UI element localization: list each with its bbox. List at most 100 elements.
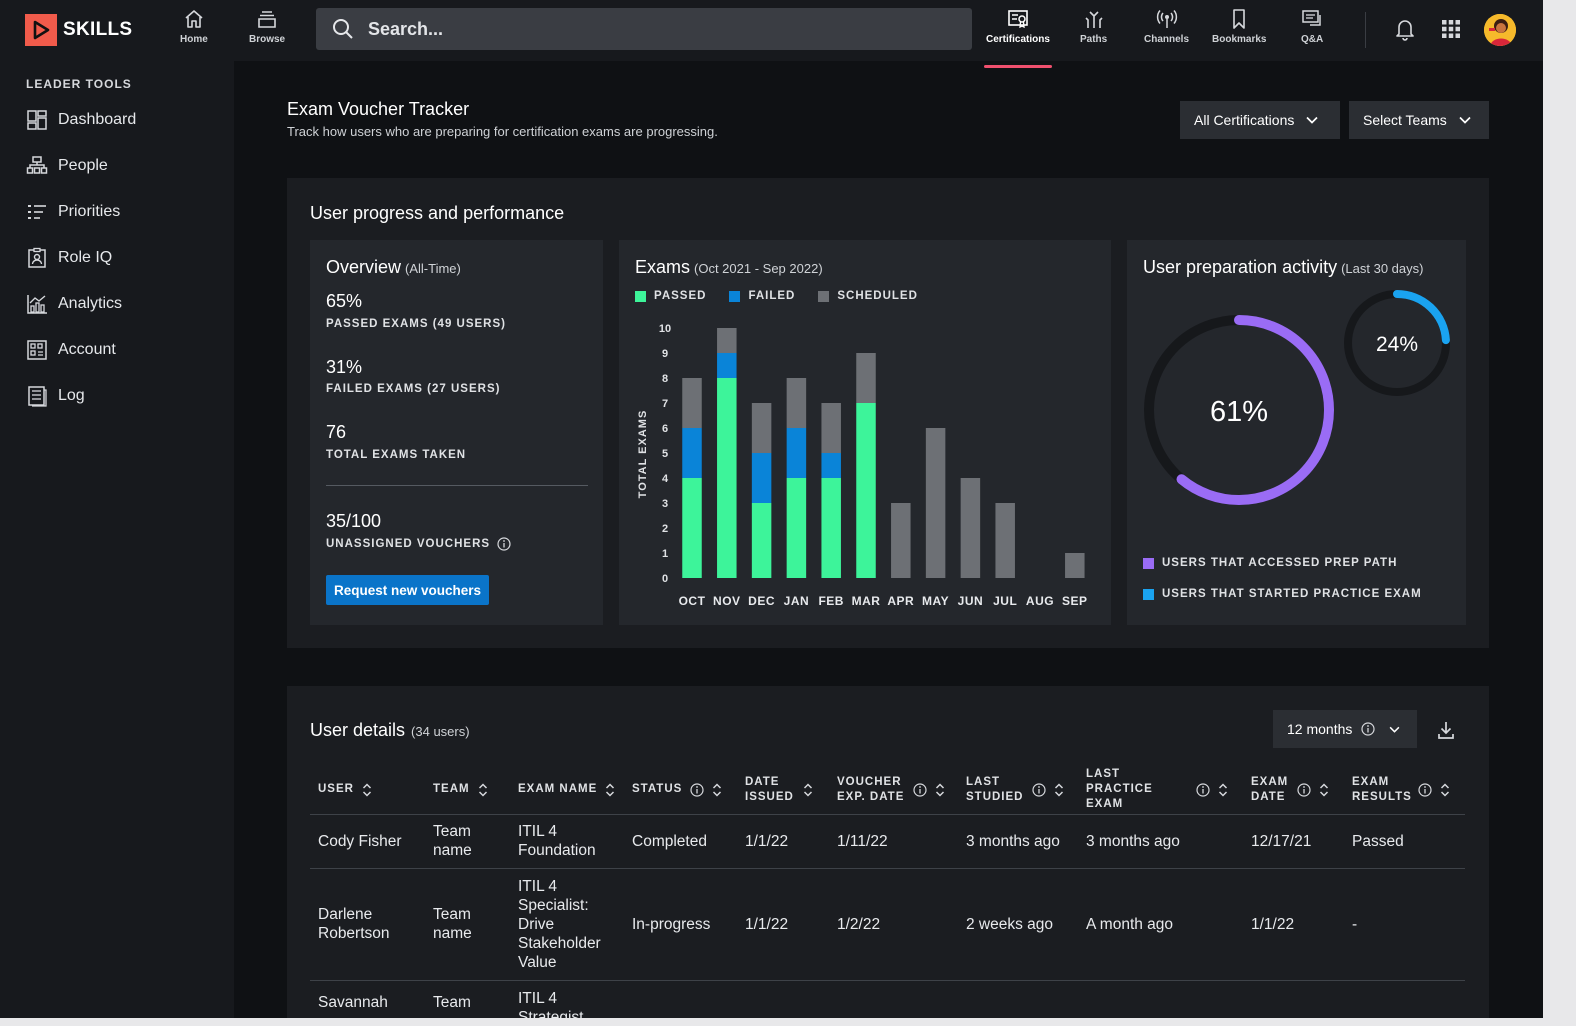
practice-exam-ring-arc [1344, 290, 1450, 396]
nav-paths-label: Paths [1080, 34, 1108, 45]
sidebar-item-label: People [58, 157, 108, 174]
col-team[interactable]: TEAM [425, 766, 510, 815]
cell-status [624, 980, 737, 1019]
bar-scheduled-apr [891, 503, 911, 578]
sidebar-item-analytics[interactable]: Analytics [26, 293, 122, 315]
col-voucher-exp-date[interactable]: VOUCHER EXP. DATE [829, 766, 958, 815]
col-date-issued[interactable]: DATE ISSUED [737, 766, 829, 815]
info-icon[interactable] [497, 537, 511, 551]
chevron-down-icon [1389, 726, 1400, 733]
account-icon [27, 340, 47, 360]
user-avatar[interactable] [1484, 14, 1516, 46]
certificate-icon [1008, 10, 1028, 29]
col-exam-results[interactable]: EXAM RESULTS [1344, 766, 1465, 815]
sort-icon [1319, 783, 1329, 797]
col-status[interactable]: STATUS [624, 766, 737, 815]
search-bar[interactable] [316, 8, 972, 50]
sidebar-item-dashboard[interactable]: Dashboard [26, 109, 136, 131]
nav-certifications-label: Certifications [986, 34, 1050, 45]
sort-icon [1054, 783, 1064, 797]
cell-last-studied: 3 months ago [958, 814, 1078, 869]
passed-value: 65% [326, 291, 363, 311]
cell-user: Savannah [310, 980, 425, 1019]
teams-filter[interactable]: Select Teams [1349, 101, 1489, 139]
bar-scheduled-nov [717, 328, 737, 353]
certifications-filter-label: All Certifications [1194, 112, 1295, 128]
bell-icon [1396, 20, 1414, 41]
col-last-practice-exam[interactable]: LAST PRACTICE EXAM [1078, 766, 1243, 815]
sidebar-item-people[interactable]: People [26, 155, 108, 177]
col-header-label: VOUCHER EXP. DATE [837, 775, 905, 803]
teams-filter-label: Select Teams [1363, 112, 1447, 128]
nav-channels[interactable]: Channels [1144, 8, 1189, 60]
sidebar-item-label: Dashboard [58, 111, 137, 128]
cell-voucher-exp: 1/2/22 [829, 868, 958, 981]
y-tick-label: 2 [662, 523, 668, 535]
nav-certifications[interactable]: Certifications [984, 8, 1052, 68]
table-row[interactable]: Savannah Team ITIL 4 Strategist [310, 980, 1465, 1019]
download-button[interactable] [1437, 720, 1455, 745]
col-user[interactable]: USER [310, 766, 425, 815]
bar-scheduled-mar [856, 353, 876, 403]
cell-exam-results [1344, 980, 1465, 1019]
progress-panel-title: User progress and performance [310, 203, 565, 223]
sidebar-item-role-iq[interactable]: Role IQ [26, 247, 112, 269]
y-tick-label: 8 [662, 373, 668, 385]
search-icon [333, 19, 353, 39]
y-tick-label: 7 [662, 398, 668, 410]
sidebar-item-account[interactable]: Account [26, 339, 116, 361]
bar-passed-oct [682, 478, 702, 578]
certifications-filter[interactable]: All Certifications [1180, 101, 1340, 139]
apps-button[interactable] [1441, 19, 1461, 44]
table-row[interactable]: Darlene Robertson Team name ITIL 4 Speci… [310, 868, 1465, 981]
home-icon [185, 10, 203, 28]
col-last-studied[interactable]: LAST STUDIED [958, 766, 1078, 815]
failed-label: FAILED EXAMS (27 USERS) [326, 383, 501, 395]
progress-panel: User progress and performance Overview (A… [287, 178, 1489, 648]
col-header-label: STATUS [632, 783, 683, 796]
exams-qualifier: (Oct 2021 - Sep 2022) [694, 261, 823, 276]
nav-browse[interactable]: Browse [249, 8, 285, 60]
notifications-button[interactable] [1394, 17, 1416, 46]
col-exam-name[interactable]: EXAM NAME [510, 766, 624, 815]
bar-failed-jan [786, 428, 807, 478]
search-input[interactable] [368, 18, 928, 40]
y-tick-label: 5 [662, 448, 668, 460]
sidebar-item-priorities[interactable]: Priorities [26, 201, 120, 223]
sort-icon [362, 783, 371, 797]
browse-icon [258, 11, 276, 28]
nav-qa[interactable]: Q&A [1301, 8, 1323, 60]
cell-exam-date [1243, 980, 1344, 1019]
qa-icon [1302, 10, 1321, 26]
page-title: Exam Voucher Tracker [287, 99, 470, 119]
table-row[interactable]: Cody Fisher Team name ITIL 4 Foundation … [310, 814, 1465, 869]
nav-home[interactable]: Home [180, 8, 208, 60]
bar-failed-oct [682, 428, 702, 478]
sort-icon [803, 783, 813, 797]
nav-paths[interactable]: Paths [1080, 8, 1107, 60]
sort-icon [713, 783, 722, 797]
bar-passed-mar [856, 403, 876, 578]
request-vouchers-button[interactable]: Request new vouchers [326, 575, 490, 605]
info-icon [1297, 783, 1311, 797]
exams-title: Exams (Oct 2021 - Sep 2022) [635, 257, 823, 278]
range-dropdown[interactable]: 12 months [1273, 710, 1417, 748]
download-icon [1438, 722, 1454, 739]
bar-failed-dec [751, 453, 772, 503]
brand-logo[interactable]: SKILLS [25, 14, 132, 46]
user-details-panel: User details (34 users) 12 months USER TE… [287, 686, 1489, 1019]
sidebar-item-log[interactable]: Log [26, 385, 85, 407]
overview-card: Overview (All-Time) 65% PASSED EXAMS (49 … [310, 240, 603, 625]
chevron-down-icon [1459, 116, 1471, 124]
nav-browse-label: Browse [249, 34, 286, 45]
legend-scheduled: SCHEDULED [818, 290, 918, 302]
col-exam-date[interactable]: EXAM DATE [1243, 766, 1344, 815]
exams-card: Exams (Oct 2021 - Sep 2022) PASSED FAILED… [619, 240, 1111, 625]
col-header-label: LAST PRACTICE EXAM [1086, 768, 1153, 811]
overview-title-text: Overview [326, 257, 402, 277]
nav-bookmarks[interactable]: Bookmarks [1212, 8, 1266, 60]
info-icon [1418, 783, 1432, 797]
legend-practice-swatch [1143, 588, 1154, 600]
y-axis-label: TOTAL EXAMS [637, 410, 649, 499]
top-bar: SKILLS Home Browse Certifications Paths … [0, 0, 1543, 68]
